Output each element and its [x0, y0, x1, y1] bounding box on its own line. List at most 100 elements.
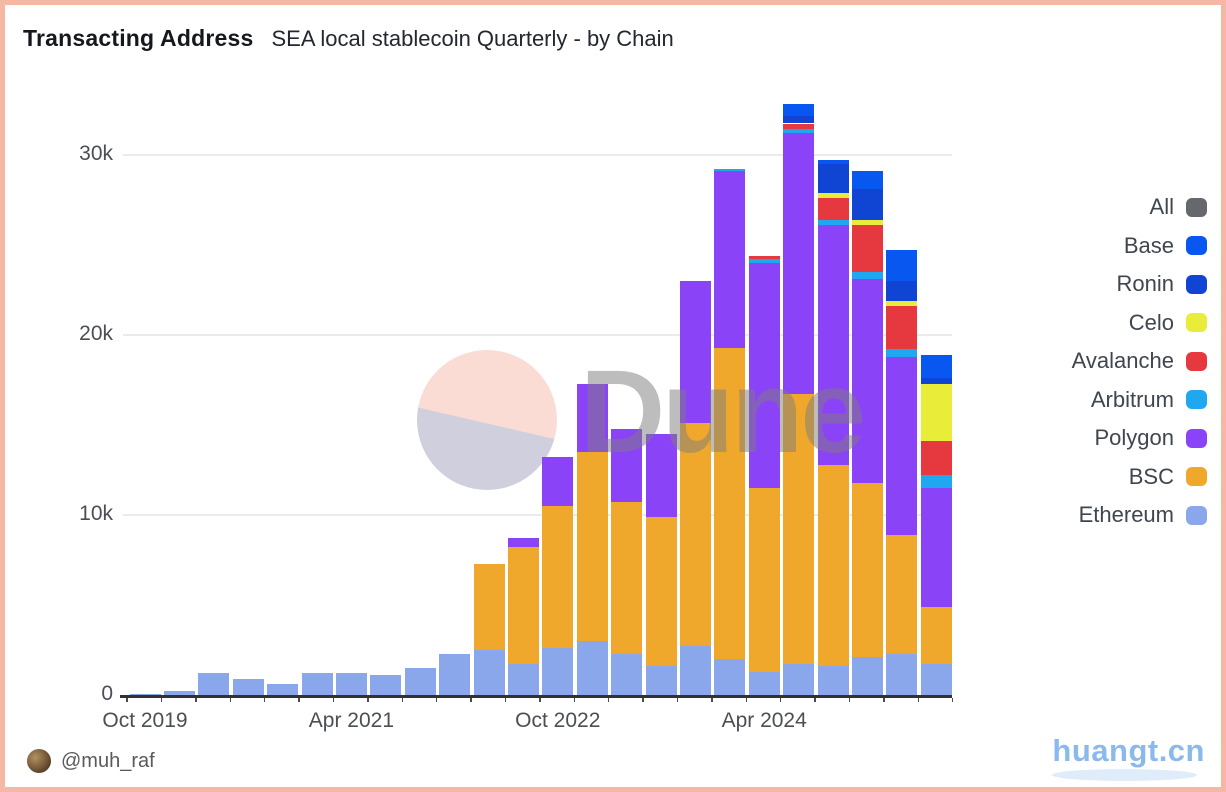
segment-polygon[interactable] — [851, 279, 883, 483]
bar-oct-2021[interactable] — [404, 668, 436, 695]
segment-arbitrum[interactable] — [783, 128, 815, 134]
bar-apr-2024[interactable] — [748, 255, 780, 695]
segment-arbitrum[interactable] — [748, 259, 780, 263]
segment-ronin[interactable] — [851, 189, 883, 220]
segment-bsc[interactable] — [645, 516, 677, 667]
segment-avalanche[interactable] — [783, 123, 815, 129]
segment-ethereum[interactable] — [817, 666, 849, 695]
segment-avalanche[interactable] — [817, 198, 849, 220]
bar-apr-2021[interactable] — [335, 672, 367, 695]
segment-ethereum[interactable] — [507, 664, 539, 695]
segment-polygon[interactable] — [817, 225, 849, 465]
bar-jan-2021[interactable] — [301, 672, 333, 695]
segment-ethereum[interactable] — [301, 672, 333, 695]
segment-bsc[interactable] — [611, 502, 643, 654]
bar-jan-2022[interactable] — [439, 653, 471, 695]
legend-item-avalanche[interactable]: Avalanche — [1072, 342, 1207, 381]
segment-ronin[interactable] — [886, 281, 918, 301]
segment-ethereum[interactable] — [576, 640, 608, 695]
segment-ethereum[interactable] — [714, 659, 746, 695]
brand-logo[interactable]: huangt.cn — [1052, 733, 1205, 768]
segment-avalanche[interactable] — [920, 441, 952, 476]
bar-jan-2024[interactable] — [714, 168, 746, 695]
bar-apr-2023[interactable] — [611, 428, 643, 695]
segment-celo[interactable] — [851, 219, 883, 226]
segment-ethereum[interactable] — [645, 666, 677, 695]
segment-base[interactable] — [817, 160, 849, 164]
segment-ethereum[interactable] — [163, 690, 195, 695]
segment-avalanche[interactable] — [886, 306, 918, 350]
segment-polygon[interactable] — [611, 428, 643, 503]
legend-item-bsc[interactable]: BSC — [1072, 458, 1207, 497]
legend-item-ethereum[interactable]: Ethereum — [1072, 496, 1207, 535]
bar-jan-2023[interactable] — [576, 383, 608, 695]
bar-jul-2024[interactable] — [783, 103, 815, 695]
segment-base[interactable] — [783, 103, 815, 117]
bar-oct-2023[interactable] — [679, 281, 711, 695]
bar-oct-2022[interactable] — [542, 457, 574, 695]
bar-apr-2022[interactable] — [473, 563, 505, 695]
bar-oct-2019[interactable] — [129, 694, 161, 695]
segment-celo[interactable] — [886, 300, 918, 307]
segment-celo[interactable] — [920, 383, 952, 442]
segment-bsc[interactable] — [473, 563, 505, 650]
bar-apr-2020[interactable] — [198, 672, 230, 695]
segment-bsc[interactable] — [886, 534, 918, 654]
segment-bsc[interactable] — [507, 547, 539, 665]
bar-jul-2021[interactable] — [370, 675, 402, 695]
segment-polygon[interactable] — [645, 434, 677, 517]
segment-ronin[interactable] — [817, 164, 849, 193]
bar-apr-2025[interactable] — [886, 250, 918, 695]
segment-bsc[interactable] — [679, 423, 711, 647]
legend-item-base[interactable]: Base — [1072, 227, 1207, 266]
segment-polygon[interactable] — [920, 488, 952, 607]
segment-base[interactable] — [851, 171, 883, 190]
legend-item-all[interactable]: All — [1072, 188, 1207, 227]
segment-base[interactable] — [920, 354, 952, 379]
segment-polygon[interactable] — [783, 133, 815, 395]
segment-arbitrum[interactable] — [920, 475, 952, 488]
bar-jul-2020[interactable] — [232, 678, 264, 695]
segment-ronin[interactable] — [920, 378, 952, 384]
segment-bsc[interactable] — [748, 488, 780, 672]
bar-jan-2025[interactable] — [851, 171, 883, 695]
segment-polygon[interactable] — [714, 171, 746, 348]
segment-arbitrum[interactable] — [886, 349, 918, 357]
segment-ronin[interactable] — [783, 116, 815, 124]
bar-jul-2022[interactable] — [507, 538, 539, 695]
segment-arbitrum[interactable] — [817, 219, 849, 226]
legend-item-polygon[interactable]: Polygon — [1072, 419, 1207, 458]
segment-bsc[interactable] — [714, 347, 746, 659]
segment-bsc[interactable] — [851, 482, 883, 658]
bar-oct-2020[interactable] — [267, 684, 299, 695]
segment-polygon[interactable] — [542, 457, 574, 506]
segment-ethereum[interactable] — [920, 664, 952, 695]
segment-polygon[interactable] — [507, 538, 539, 548]
segment-polygon[interactable] — [576, 383, 608, 452]
segment-ethereum[interactable] — [611, 653, 643, 695]
legend-item-celo[interactable]: Celo — [1072, 304, 1207, 343]
segment-avalanche[interactable] — [748, 255, 780, 260]
segment-ethereum[interactable] — [473, 649, 505, 695]
legend-item-ronin[interactable]: Ronin — [1072, 265, 1207, 304]
author-avatar[interactable] — [27, 749, 51, 773]
segment-polygon[interactable] — [886, 356, 918, 535]
segment-celo[interactable] — [817, 192, 849, 199]
bar-jul-2023[interactable] — [645, 434, 677, 695]
segment-ethereum[interactable] — [886, 653, 918, 695]
segment-ethereum[interactable] — [404, 668, 436, 695]
bar-jul-2025[interactable] — [920, 354, 952, 695]
segment-ethereum[interactable] — [267, 684, 299, 695]
segment-ethereum[interactable] — [542, 648, 574, 695]
segment-arbitrum[interactable] — [714, 168, 746, 172]
segment-ethereum[interactable] — [335, 672, 367, 695]
segment-ethereum[interactable] — [783, 664, 815, 695]
segment-ethereum[interactable] — [370, 675, 402, 695]
segment-polygon[interactable] — [679, 281, 711, 424]
segment-bsc[interactable] — [576, 451, 608, 641]
segment-ethereum[interactable] — [851, 657, 883, 695]
segment-polygon[interactable] — [748, 262, 780, 488]
segment-ethereum[interactable] — [129, 694, 161, 695]
legend-item-arbitrum[interactable]: Arbitrum — [1072, 381, 1207, 420]
segment-avalanche[interactable] — [851, 225, 883, 272]
